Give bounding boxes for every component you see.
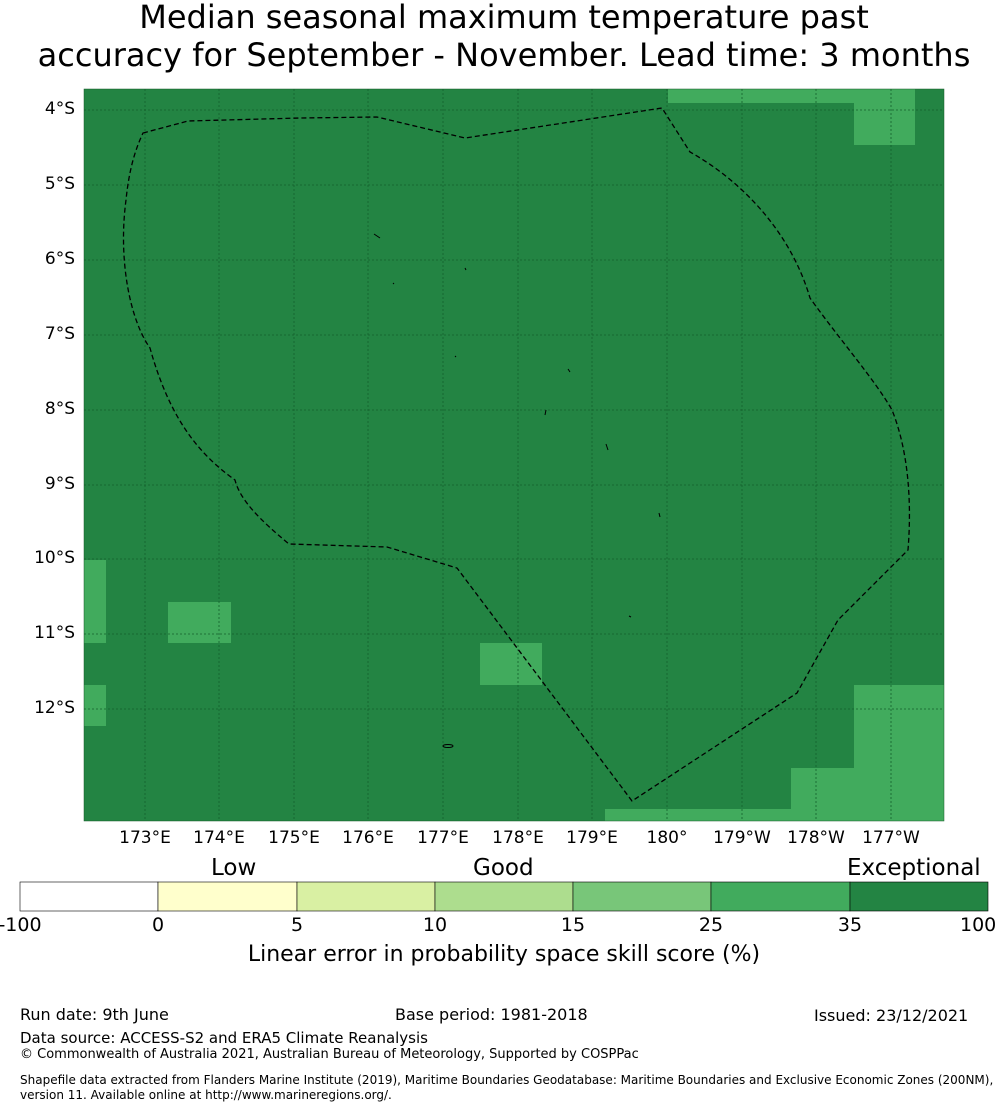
lat-label: 12°S xyxy=(34,698,75,718)
lat-label: 8°S xyxy=(44,399,75,419)
colorbar-tick-label: 25 xyxy=(698,914,724,936)
lon-label: 179°W xyxy=(713,828,771,848)
lon-label: 177°W xyxy=(862,828,920,848)
skill-cell xyxy=(168,602,231,643)
shapefile-credit-line-1: Shapefile data extracted from Flanders M… xyxy=(20,1073,994,1087)
issued-date: Issued: 23/12/2021 xyxy=(814,1006,969,1025)
colorbar-category-exceptional: Exceptional xyxy=(847,855,981,881)
lat-label: 11°S xyxy=(34,623,75,643)
colorbar-tick-label: 15 xyxy=(560,914,586,936)
lat-label: 7°S xyxy=(44,324,75,344)
lon-label: 178°W xyxy=(787,828,845,848)
lon-label: 178°E xyxy=(492,828,544,848)
skill-cell xyxy=(84,560,106,643)
shapefile-credit-line-2: version 11. Available online at http://w… xyxy=(20,1088,392,1102)
skill-cell xyxy=(854,89,915,145)
eez-boundary xyxy=(122,107,911,802)
colorbar-segment xyxy=(157,881,298,912)
colorbar-segment xyxy=(296,881,436,912)
lat-label: 10°S xyxy=(34,548,75,568)
skill-cell xyxy=(791,768,854,821)
colorbar-tick-label: 10 xyxy=(422,914,448,936)
data-source: Data source: ACCESS-S2 and ERA5 Climate … xyxy=(20,1029,428,1047)
copyright-notice: © Commonwealth of Australia 2021, Austra… xyxy=(20,1047,639,1062)
lon-label: 175°E xyxy=(268,828,320,848)
graticule xyxy=(84,89,944,821)
colorbar-category-low: Low xyxy=(211,855,257,881)
skill-cells-very-good xyxy=(84,89,944,821)
lon-label: 180° xyxy=(646,828,688,848)
skill-cell xyxy=(668,89,915,103)
colorbar-segment xyxy=(710,881,851,912)
colorbar-title: Linear error in probability space skill … xyxy=(247,942,761,967)
islands xyxy=(373,233,661,748)
lon-label: 173°E xyxy=(119,828,171,848)
colorbar-segment xyxy=(849,881,989,912)
colorbar-segment xyxy=(572,881,712,912)
colorbar-segment xyxy=(434,881,574,912)
colorbar xyxy=(19,881,989,912)
skill-cell xyxy=(84,685,106,726)
lon-label: 174°E xyxy=(193,828,245,848)
colorbar-tick-label: 35 xyxy=(837,914,863,936)
colorbar-segment xyxy=(19,881,159,912)
map-frame xyxy=(83,88,945,822)
base-period: Base period: 1981-2018 xyxy=(395,1005,588,1024)
colorbar-tick-label: 0 xyxy=(151,914,165,936)
skill-cell xyxy=(854,685,944,821)
skill-cell xyxy=(605,809,791,821)
lon-label: 179°E xyxy=(566,828,618,848)
skill-cell xyxy=(480,643,542,685)
map-title-line-2: accuracy for September - November. Lead … xyxy=(37,36,971,74)
lat-label: 4°S xyxy=(44,99,75,119)
lat-label: 9°S xyxy=(44,474,75,494)
lon-label: 176°E xyxy=(342,828,394,848)
lat-label: 5°S xyxy=(44,174,75,194)
map-area xyxy=(84,89,944,821)
colorbar-tick-label: -100 xyxy=(0,914,42,936)
run-date: Run date: 9th June xyxy=(20,1005,169,1024)
colorbar-tick-label: 5 xyxy=(290,914,304,936)
lat-label: 6°S xyxy=(44,249,75,269)
lon-label: 177°E xyxy=(417,828,469,848)
colorbar-category-good: Good xyxy=(473,855,534,881)
map-title-line-1: Median seasonal maximum temperature past xyxy=(139,0,869,36)
colorbar-tick-label: 100 xyxy=(960,914,997,936)
